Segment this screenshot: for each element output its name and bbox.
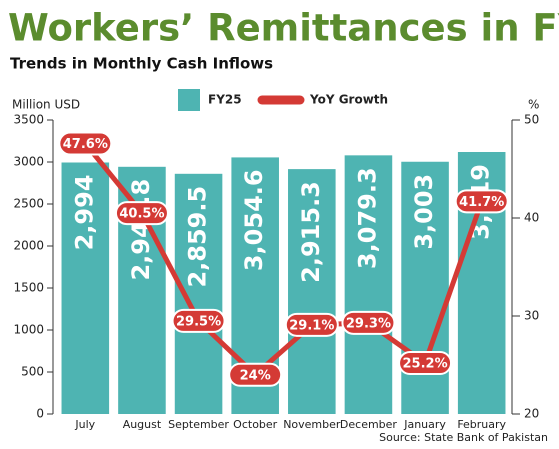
- point-label: 29.5%: [176, 314, 221, 329]
- point-label-bg: [228, 362, 283, 387]
- bar-value-label: 2,994: [70, 175, 98, 251]
- point-label-bg: [341, 310, 396, 335]
- bar-value-label: 3,054.6: [240, 169, 268, 271]
- point-label-bg: [284, 312, 339, 337]
- y-tick-label: 1000: [13, 323, 44, 337]
- y-axis-label: Million USD: [12, 98, 80, 112]
- x-tick-label: January: [403, 418, 446, 431]
- y2-tick-label: 30: [524, 309, 539, 323]
- point-label: 41.7%: [459, 195, 504, 210]
- point-label-bg: [171, 308, 226, 333]
- legend-label: FY25: [208, 93, 242, 107]
- bar-value-label: 3,003: [410, 174, 438, 250]
- point-label: 24%: [240, 368, 271, 383]
- point-label-bg: [398, 351, 453, 376]
- x-tick-label: October: [233, 418, 277, 431]
- y-tick-label: 1500: [13, 281, 44, 295]
- x-tick-label: September: [168, 418, 229, 431]
- x-tick-label: August: [123, 418, 162, 431]
- y-tick-label: 0: [36, 407, 44, 421]
- bar-value-label: 3,079.3: [353, 167, 381, 269]
- bar-value-label: 2,859.5: [184, 186, 212, 288]
- bar: [61, 162, 110, 414]
- point-label-bg: [114, 201, 169, 226]
- y-tick-label: 3500: [13, 113, 44, 127]
- y-tick-label: 2000: [13, 239, 44, 253]
- point-label: 29.3%: [346, 316, 391, 331]
- point-label-bg: [454, 189, 509, 214]
- y2-tick-label: 20: [524, 407, 539, 421]
- point-label-bg: [58, 131, 113, 156]
- point-label: 40.5%: [119, 207, 164, 222]
- y2-tick-label: 50: [524, 113, 539, 127]
- bar-value-label: 2,915.3: [297, 181, 325, 283]
- point-label: 47.6%: [63, 137, 108, 152]
- legend-label: YoY Growth: [309, 93, 388, 107]
- y2-axis-label: %: [528, 98, 539, 112]
- bar: [344, 155, 393, 414]
- x-tick-label: November: [283, 418, 341, 431]
- bar: [288, 169, 336, 414]
- chart-subtitle: Trends in Monthly Cash Inflows: [10, 55, 273, 73]
- point-label: 25.2%: [403, 357, 448, 372]
- y2-tick-label: 40: [524, 211, 539, 225]
- x-tick-label: December: [340, 418, 398, 431]
- point-label: 29.1%: [289, 318, 334, 333]
- y-tick-label: 2500: [13, 197, 44, 211]
- x-tick-label: February: [457, 418, 506, 431]
- source: Source: State Bank of Pakistan: [379, 431, 548, 444]
- legend-swatch: [178, 89, 200, 111]
- y-tick-label: 3000: [13, 155, 44, 169]
- y-tick-label: 500: [21, 365, 44, 379]
- chart-title: Workers’ Remittances in FY 25: [8, 7, 559, 50]
- x-tick-label: July: [74, 418, 95, 431]
